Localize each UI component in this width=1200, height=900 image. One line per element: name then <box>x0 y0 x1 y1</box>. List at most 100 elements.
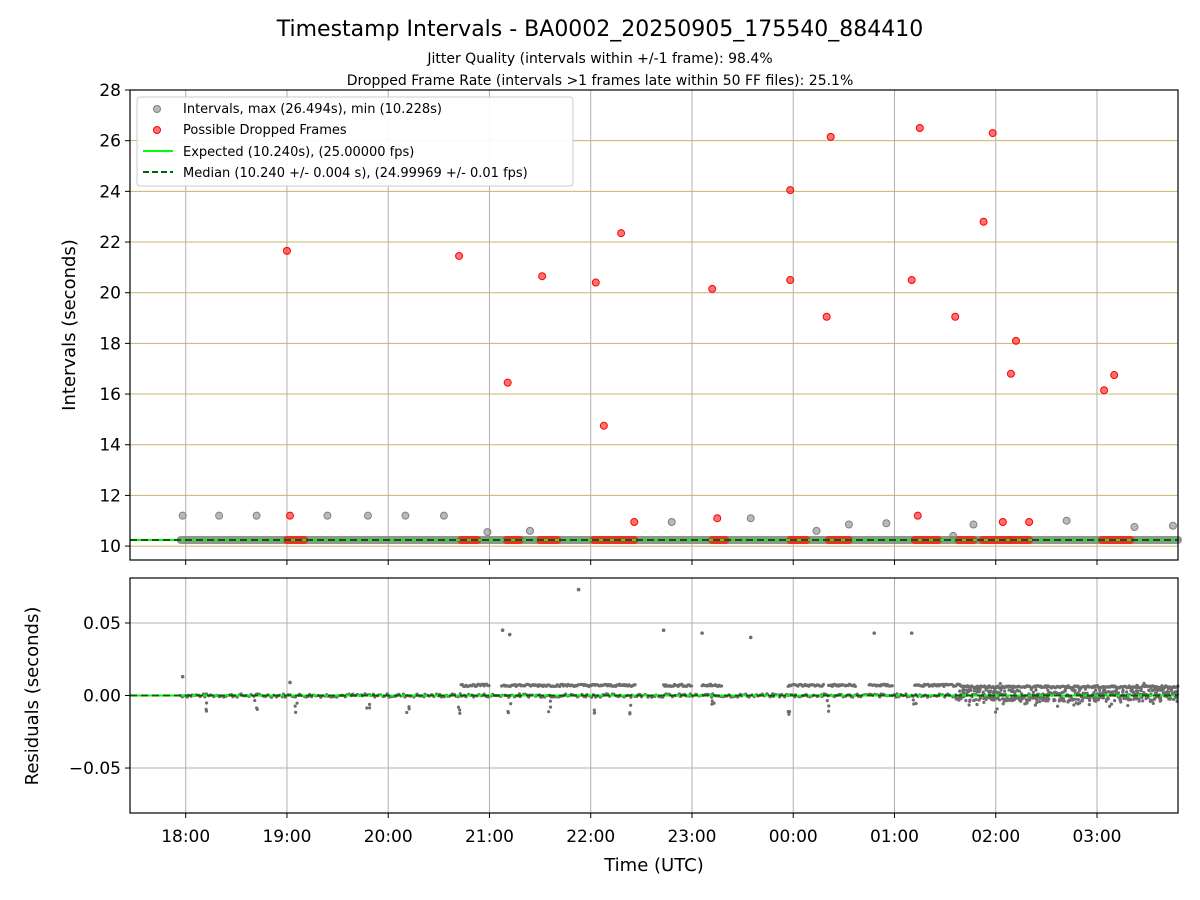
residual-point <box>1114 688 1119 692</box>
residual-point <box>1053 698 1057 702</box>
y-tick-label: −0.05 <box>69 759 121 779</box>
residual-point <box>999 688 1003 692</box>
residual-point <box>458 708 462 712</box>
residual-point <box>1008 688 1012 692</box>
dropped-frame-point <box>913 511 922 520</box>
y-tick-label: 0.05 <box>83 614 121 634</box>
residual-point <box>1109 702 1114 706</box>
interval-point <box>746 514 755 523</box>
interval-point <box>483 528 492 537</box>
residuals-y-axis-label: Residuals (seconds) <box>22 607 43 786</box>
residual-point <box>982 700 986 705</box>
residual-point <box>967 703 971 707</box>
residual-outlier <box>576 587 581 592</box>
residuals-x-ticks: 18:00 19:00 20:00 21:00 22:00 23:00 00:00 01:00… <box>161 813 1121 847</box>
residual-point <box>1108 704 1112 708</box>
residual-point <box>1107 690 1112 694</box>
residual-point <box>958 689 962 693</box>
residual-point <box>1019 699 1023 703</box>
residual-point <box>1043 696 1047 700</box>
residual-point <box>992 698 996 702</box>
interval-point <box>323 511 332 520</box>
residual-point <box>710 699 714 703</box>
x-tick-label: 03:00 <box>1072 827 1121 847</box>
intervals-x-ticks <box>185 560 1098 565</box>
interval-point <box>949 531 958 540</box>
residual-point <box>1106 696 1110 700</box>
residual-point <box>787 710 792 714</box>
residual-point <box>1073 688 1077 693</box>
residual-point <box>964 698 968 703</box>
dropped-frame-point <box>713 514 722 523</box>
residual-point <box>1140 695 1144 700</box>
interval-point <box>178 511 187 520</box>
residual-point <box>1122 696 1126 701</box>
x-tick-label: 00:00 <box>769 827 818 847</box>
y-tick-label: 18 <box>99 334 121 354</box>
residual-point <box>1119 700 1123 704</box>
residual-point <box>825 699 829 703</box>
residual-point <box>981 690 985 694</box>
residual-point <box>1147 689 1151 693</box>
residual-point <box>974 697 978 702</box>
dropped-frame-point <box>282 246 291 255</box>
residual-point <box>1098 688 1102 692</box>
residual-point <box>1171 697 1176 701</box>
residual-point <box>1033 703 1037 707</box>
residual-point <box>998 681 1002 686</box>
y-tick-label: 24 <box>99 182 121 202</box>
chart-legend: Intervals, max (26.494s), min (10.228s) … <box>136 96 574 187</box>
dropped-frame-point <box>630 517 639 526</box>
interval-point <box>1168 521 1177 530</box>
residual-point <box>509 702 513 706</box>
residual-point <box>912 702 916 706</box>
y-tick-label: 28 <box>99 81 121 101</box>
residual-point <box>204 707 208 711</box>
residual-point <box>1093 688 1098 692</box>
residual-point <box>1049 691 1053 695</box>
residual-outlier <box>748 635 753 640</box>
interval-point <box>667 517 676 526</box>
residual-point <box>506 711 511 715</box>
residual-point <box>1092 691 1096 695</box>
x-tick-label: 02:00 <box>971 827 1020 847</box>
y-tick-label: 14 <box>99 436 121 456</box>
residual-point <box>1118 695 1122 700</box>
residual-point <box>548 705 553 709</box>
residual-outlier <box>661 628 666 633</box>
residual-point <box>592 708 596 712</box>
x-tick-label: 18:00 <box>161 827 210 847</box>
residual-point <box>992 689 996 694</box>
residual-point <box>592 711 597 715</box>
chart-subtitle-jitter: Jitter Quality (intervals within +/-1 fr… <box>426 51 772 67</box>
residual-outlier <box>700 631 704 635</box>
dropped-frame-point <box>998 517 1007 526</box>
residual-point <box>1055 704 1060 708</box>
residual-point <box>1142 690 1146 695</box>
residual-point <box>984 696 988 700</box>
residual-point <box>827 704 831 708</box>
residual-point <box>407 707 411 711</box>
residual-point <box>1002 699 1006 703</box>
residual-point <box>1104 699 1108 703</box>
interval-point <box>363 511 372 520</box>
residual-point <box>1047 697 1051 701</box>
residual-point <box>1035 700 1039 705</box>
residual-point <box>1125 690 1129 694</box>
residual-point <box>1038 700 1042 704</box>
residual-point <box>1085 691 1089 695</box>
interval-point <box>812 526 821 535</box>
dropped-frame-point <box>786 186 795 195</box>
y-tick-label: 22 <box>99 233 121 253</box>
legend-expected-label: Expected (10.240s), (25.00000 fps) <box>183 145 414 160</box>
residuals-points <box>179 587 1180 716</box>
intervals-panel: 10 12 14 16 18 20 22 24 26 28 Intervals (seconds)… <box>59 81 1182 565</box>
residual-point <box>1031 690 1035 694</box>
residual-point <box>890 684 894 688</box>
interval-point <box>1130 523 1139 532</box>
residual-point <box>826 709 831 713</box>
interval-point <box>525 526 534 535</box>
residual-point <box>1013 691 1017 695</box>
residual-point <box>1103 690 1108 694</box>
residual-point <box>1174 696 1178 700</box>
